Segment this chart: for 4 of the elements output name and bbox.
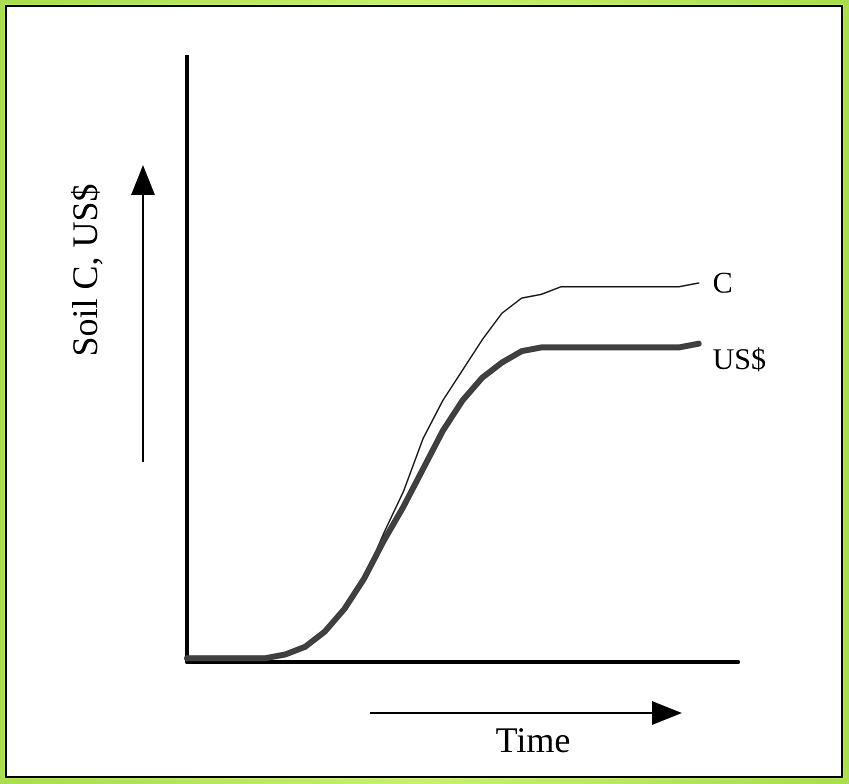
series-label: C	[712, 266, 733, 300]
x-axis-title: Time	[496, 720, 570, 760]
series-label: US$	[712, 343, 766, 376]
y-axis-title: Soil C, US$	[65, 183, 105, 357]
